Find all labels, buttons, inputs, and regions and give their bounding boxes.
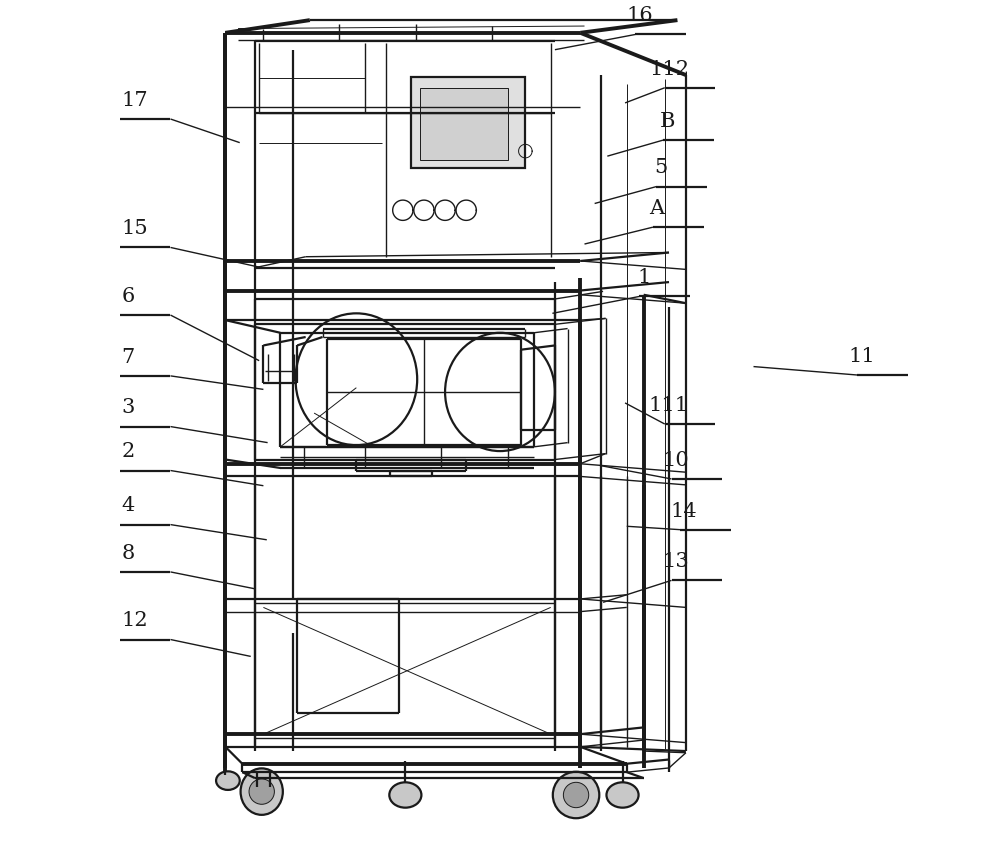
Text: 4: 4 <box>121 496 135 515</box>
Text: 1: 1 <box>637 268 650 287</box>
Bar <box>420 89 508 160</box>
Text: 3: 3 <box>121 398 135 417</box>
Text: 15: 15 <box>121 219 148 238</box>
Text: 11: 11 <box>848 347 875 365</box>
Ellipse shape <box>389 782 421 808</box>
Text: 6: 6 <box>121 287 135 306</box>
Text: 13: 13 <box>662 552 689 571</box>
Text: 112: 112 <box>649 60 689 78</box>
Text: 111: 111 <box>649 396 689 414</box>
Text: 14: 14 <box>671 501 698 520</box>
Text: 12: 12 <box>121 611 148 630</box>
Text: 5: 5 <box>654 159 667 177</box>
Ellipse shape <box>249 779 274 804</box>
Ellipse shape <box>216 771 240 790</box>
Text: A: A <box>650 199 665 218</box>
Bar <box>411 78 525 169</box>
Text: B: B <box>660 112 675 131</box>
Ellipse shape <box>241 768 283 815</box>
Text: 16: 16 <box>626 7 653 25</box>
Text: 17: 17 <box>121 91 148 110</box>
Ellipse shape <box>606 782 639 808</box>
Text: 8: 8 <box>121 544 135 562</box>
Text: 7: 7 <box>121 348 135 366</box>
Text: 2: 2 <box>121 442 135 461</box>
Ellipse shape <box>563 782 589 808</box>
Ellipse shape <box>553 771 599 819</box>
Text: 10: 10 <box>662 451 689 469</box>
